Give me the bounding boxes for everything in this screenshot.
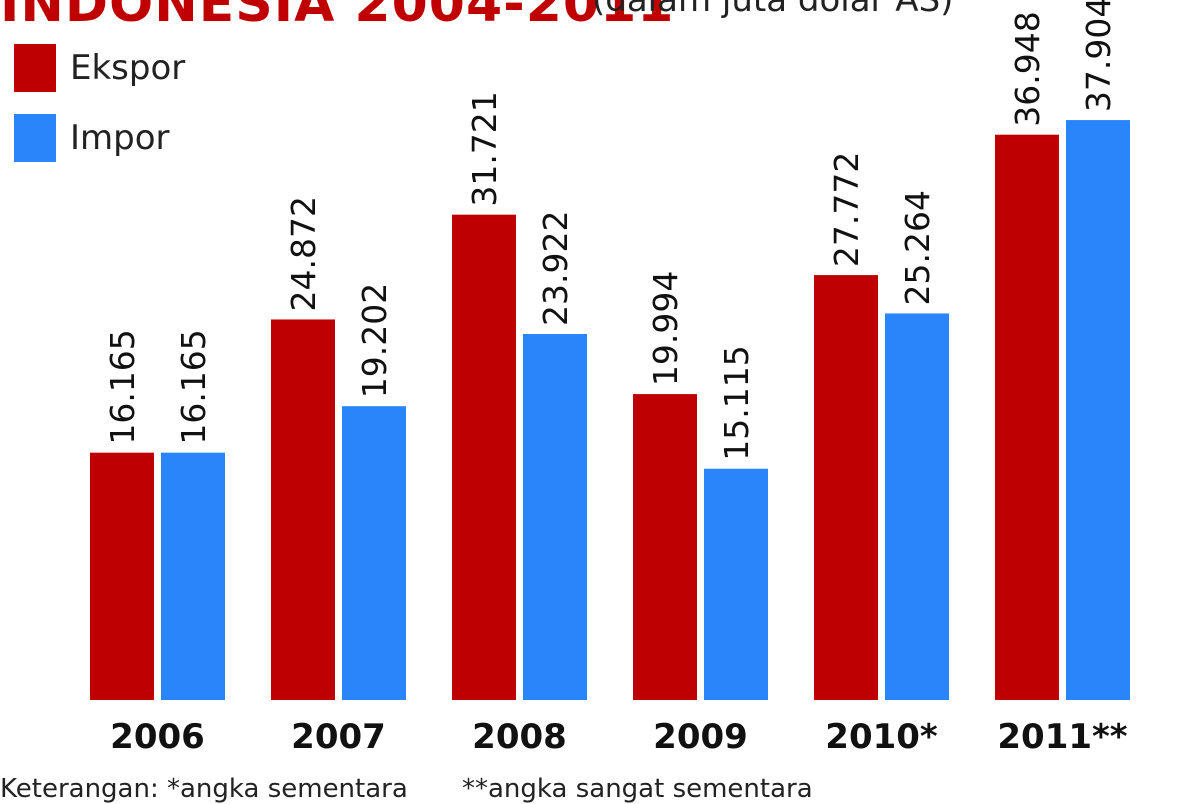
x-tick-label: 2009 [653,717,748,757]
chart-title: INDONESIA 2004-2011 [0,0,675,34]
data-label-impor-2009: 15.115 [717,345,756,460]
data-label-impor-2008: 23.922 [536,211,575,326]
x-tick-label: 2008 [472,717,567,757]
legend-item-impor: Impor [14,114,170,162]
legend-label-ekspor: Ekspor [70,48,186,88]
data-label-impor-2011: 37.904 [1079,0,1118,112]
data-label-impor-2006: 16.165 [174,329,213,444]
data-label-ekspor-2006: 16.165 [103,329,142,444]
data-label-ekspor-2010: 27.772 [827,152,866,267]
data-label-ekspor-2011: 36.948 [1008,11,1047,126]
bar-impor-2009 [704,468,768,700]
x-tick-label: 2007 [291,717,386,757]
footnote-keterangan: Keterangan: *angka sementara [0,774,408,804]
bar-impor-2011 [1066,120,1130,701]
bar-ekspor-2010 [814,275,878,700]
data-label-ekspor-2009: 19.994 [646,271,685,386]
bar-impor-2006 [161,452,225,700]
legend-label-impor: Impor [70,118,170,158]
x-tick-label: 2011** [997,717,1127,757]
bar-impor-2008 [523,333,587,700]
bar-impor-2007 [342,406,406,700]
data-label-ekspor-2008: 31.721 [465,91,504,206]
x-tick-label: 2010* [825,717,938,757]
chart-subtitle: (dalam juta dolar AS) [592,0,954,20]
data-label-impor-2010: 25.264 [898,190,937,305]
bar-ekspor-2006 [90,452,154,700]
bar-ekspor-2008 [452,214,516,700]
bar-ekspor-2011 [995,134,1059,700]
legend-swatch-impor [14,114,56,162]
bar-impor-2010 [885,313,949,700]
bar-ekspor-2009 [633,394,697,700]
data-label-impor-2007: 19.202 [355,283,394,398]
x-tick-label: 2006 [110,717,205,757]
legend-swatch-ekspor [14,44,56,92]
bar-ekspor-2007 [271,319,335,700]
data-label-ekspor-2007: 24.872 [284,196,323,311]
legend-item-ekspor: Ekspor [14,44,185,92]
footnote-sangat-sementara: **angka sangat sementara [462,774,813,804]
